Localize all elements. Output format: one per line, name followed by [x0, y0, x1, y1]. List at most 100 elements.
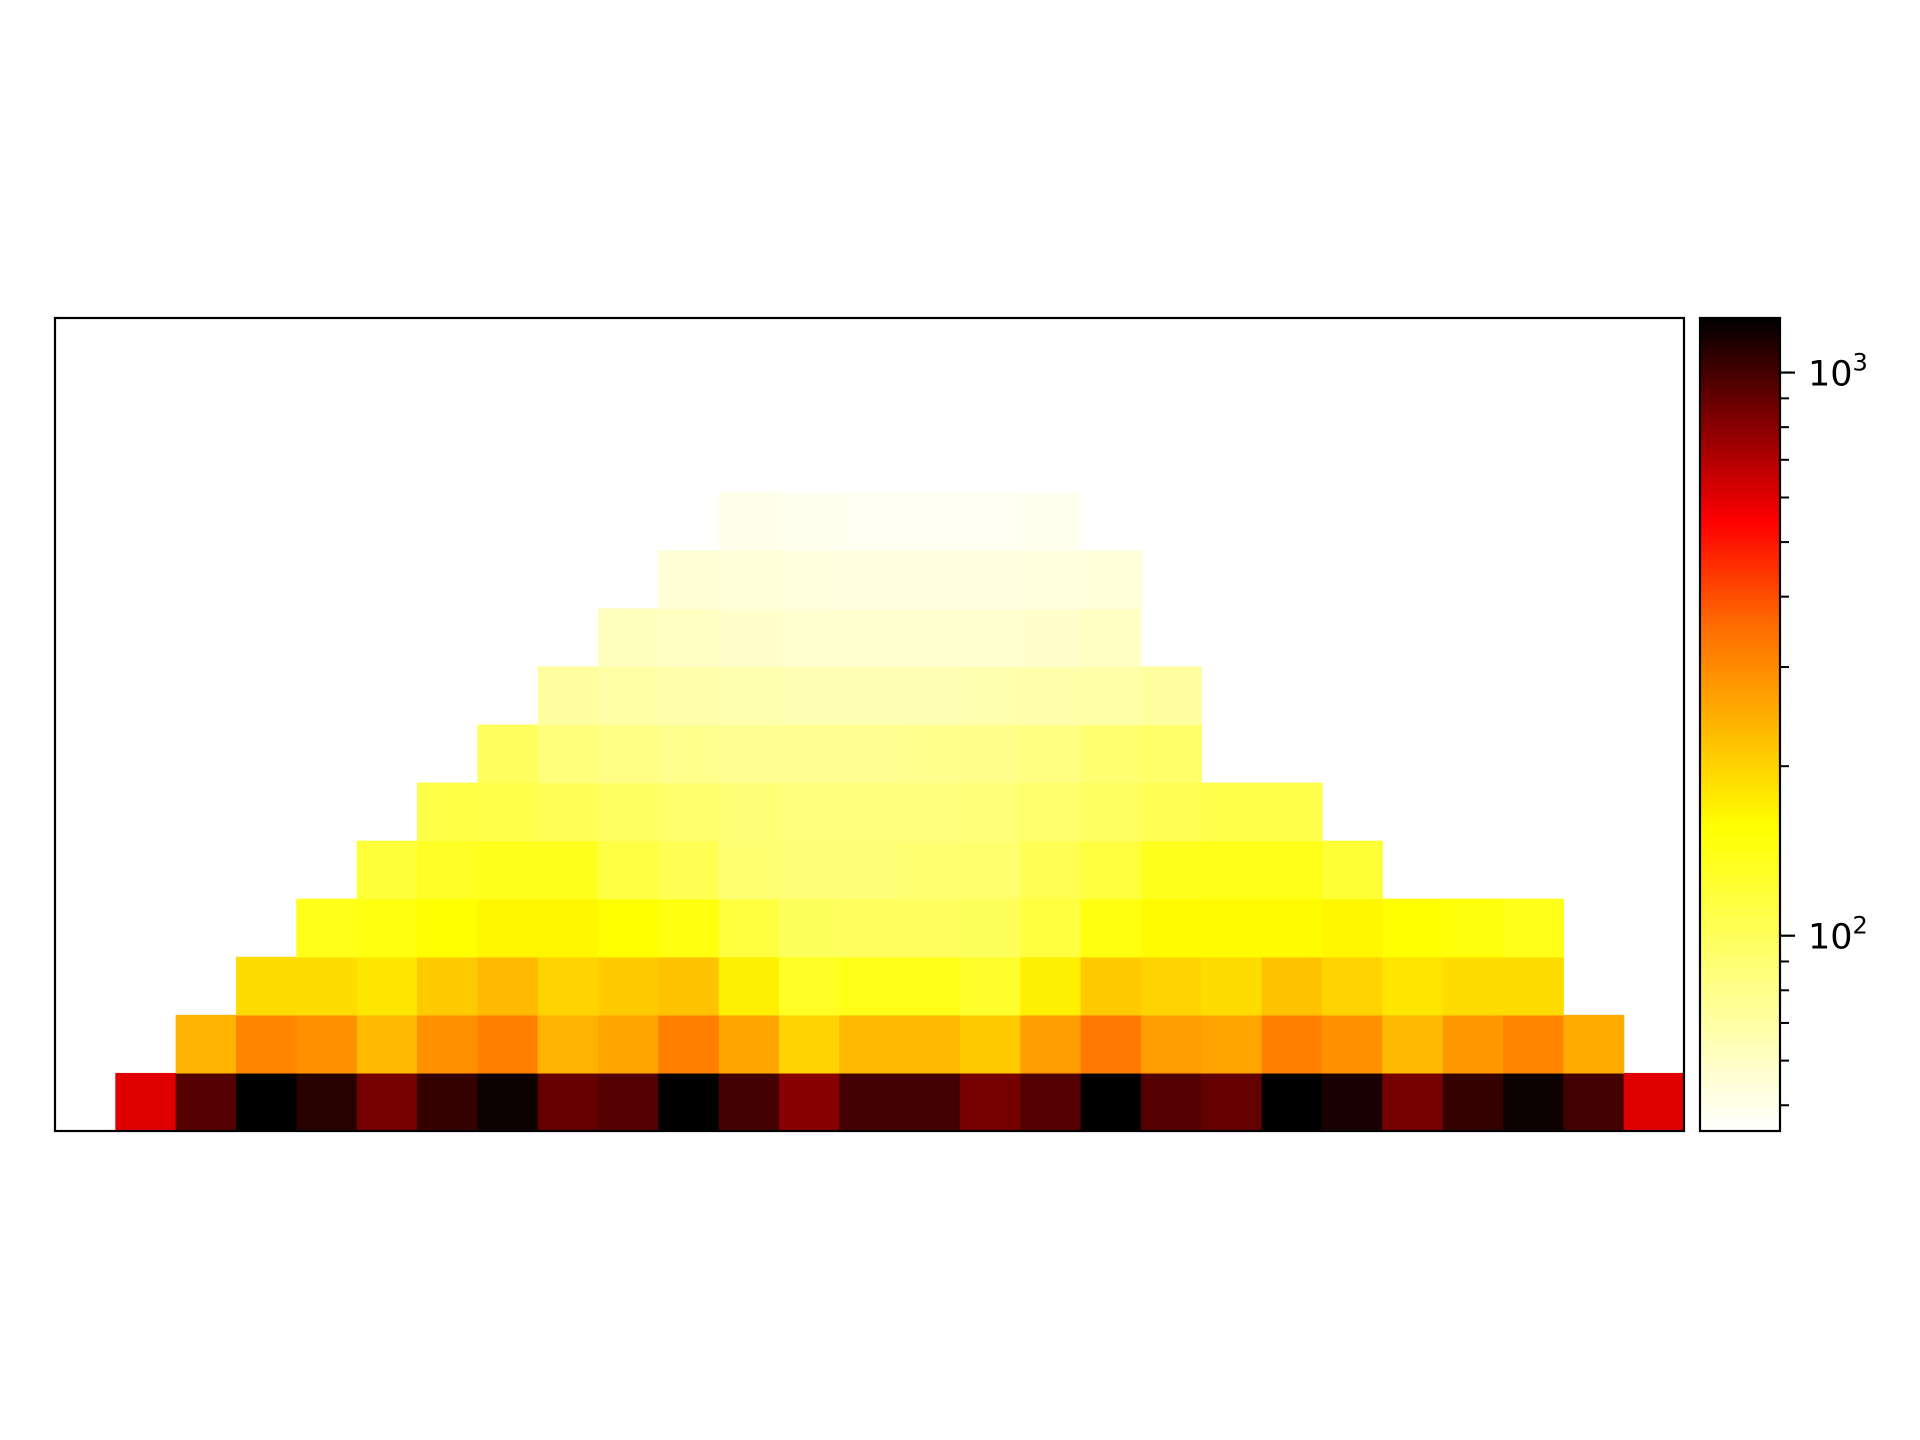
heatmap-cell — [1141, 956, 1202, 1016]
heatmap-cell — [1020, 898, 1082, 958]
heatmap-cell — [537, 956, 599, 1016]
heatmap-cell — [1503, 956, 1564, 1016]
heatmap-cell — [417, 782, 478, 842]
heatmap-cell — [899, 666, 961, 726]
heatmap-cell — [899, 782, 961, 842]
heatmap-cell — [537, 724, 599, 784]
heatmap-cell — [839, 1014, 901, 1074]
heatmap-cell — [598, 898, 659, 958]
colorbar: 102 103 — [1698, 316, 1868, 1133]
heatmap-cell — [899, 550, 961, 609]
heatmap-cell — [1442, 1072, 1504, 1132]
heatmap-cell — [960, 724, 1021, 784]
heatmap-cell — [1080, 782, 1142, 842]
heatmap-cell — [960, 1014, 1021, 1074]
heatmap-cell — [236, 1072, 297, 1132]
heatmap-cell — [779, 1014, 840, 1074]
heatmap-cell — [718, 956, 780, 1016]
plot-frame — [53, 316, 1686, 1133]
heatmap-cell — [1382, 956, 1444, 1016]
heatmap-cell — [1322, 1072, 1383, 1132]
heatmap-cell — [1201, 898, 1263, 958]
heatmap-cell — [598, 1072, 659, 1132]
heatmap-cell — [598, 956, 659, 1016]
heatmap-cell — [779, 434, 840, 493]
heatmap-cell — [537, 898, 599, 958]
heatmap-cell — [417, 898, 478, 958]
heatmap-cell — [1080, 666, 1142, 726]
heatmap-cell — [1261, 1072, 1323, 1132]
heatmap-cell — [960, 608, 1021, 668]
heatmap-cell — [477, 898, 539, 958]
heatmap-cell — [236, 956, 297, 1016]
heatmap-cell — [658, 550, 720, 609]
heatmap-cell — [1141, 782, 1202, 842]
heatmap-cell — [658, 666, 720, 726]
heatmap-cell — [718, 898, 780, 958]
heatmap-cell — [477, 724, 539, 784]
heatmap-cell — [598, 782, 659, 842]
heatmap-cell — [960, 1072, 1021, 1132]
heatmap-cell — [1322, 898, 1383, 958]
heatmap-cell — [296, 898, 358, 958]
heatmap-cell — [1623, 1072, 1685, 1132]
heatmap-cell — [537, 666, 599, 726]
heatmap-cell — [1080, 1014, 1142, 1074]
colorbar-gradient — [1700, 318, 1780, 1131]
heatmap-cell — [598, 608, 659, 668]
heatmap-cell — [839, 840, 901, 900]
heatmap-cell — [899, 840, 961, 900]
heatmap-cell — [296, 1072, 358, 1132]
heatmap-cell — [537, 782, 599, 842]
heatmap-cell — [899, 898, 961, 958]
heatmap-cell — [1020, 724, 1082, 784]
heatmap-cell — [658, 898, 720, 958]
heatmap-cell — [598, 1014, 659, 1074]
colorbar-ticks: 102 103 — [1780, 349, 1868, 1107]
heatmap-cell — [899, 608, 961, 668]
heatmap-cell — [899, 724, 961, 784]
heatmap-cell — [296, 1014, 358, 1074]
heatmap-cell — [960, 956, 1021, 1016]
heatmap-cell — [839, 666, 901, 726]
heatmap-cell — [839, 608, 901, 668]
heatmap-cell — [1563, 1072, 1625, 1132]
heatmap-cell — [356, 1072, 418, 1132]
heatmap-cell — [899, 434, 961, 493]
heatmap-cell — [899, 492, 961, 551]
heatmap-cell — [1261, 1014, 1323, 1074]
heatmap-cell — [839, 492, 901, 551]
heatmap-cell — [718, 608, 780, 668]
heatmap-cell — [1261, 898, 1323, 958]
heatmap-cell — [1020, 608, 1082, 668]
heatmap-cell — [899, 1072, 961, 1132]
heatmap-cell — [1020, 782, 1082, 842]
heatmap-cell — [1020, 492, 1082, 551]
heatmap-cell — [477, 840, 539, 900]
heatmap-cell — [477, 1072, 539, 1132]
heatmap-cell — [718, 1014, 780, 1074]
heatmap-cell — [175, 1072, 237, 1132]
heatmap-cell — [658, 1014, 720, 1074]
heatmap-cell — [1322, 1014, 1383, 1074]
colorbar-tick-label: 103 — [1808, 349, 1868, 395]
heatmap-cell — [1080, 608, 1142, 668]
heatmap-cell — [1442, 1014, 1504, 1074]
heatmap-cell — [779, 550, 840, 609]
heatmap-cell — [718, 1072, 780, 1132]
heatmap-cell — [1020, 840, 1082, 900]
heatmap-cell — [1261, 956, 1323, 1016]
heatmap-cell — [839, 434, 901, 493]
heatmap-cell — [899, 956, 961, 1016]
heatmap-cell — [1503, 1072, 1564, 1132]
heatmap-cell — [658, 608, 720, 668]
heatmap-cell — [779, 1072, 840, 1132]
heatmap-cell — [1442, 898, 1504, 958]
heatmap-cell — [1141, 840, 1202, 900]
heatmap-cell — [1201, 840, 1263, 900]
heatmap-cell — [1261, 782, 1323, 842]
heatmap-cell — [417, 1014, 478, 1074]
heatmap-cell — [1201, 782, 1263, 842]
heatmap-cell — [115, 1072, 177, 1132]
